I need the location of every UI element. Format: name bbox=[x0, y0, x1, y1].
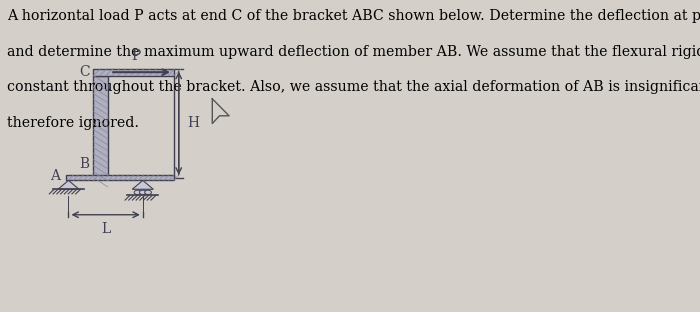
Bar bbox=[66, 175, 174, 180]
Polygon shape bbox=[132, 180, 153, 189]
Text: L: L bbox=[101, 222, 111, 236]
Bar bbox=[93, 69, 174, 76]
Polygon shape bbox=[58, 180, 79, 189]
Text: C: C bbox=[79, 65, 90, 79]
Text: A horizontal load P acts at end C of the bracket ABC shown below. Determine the : A horizontal load P acts at end C of the… bbox=[7, 9, 700, 23]
Text: and determine the maximum upward deflection of member AB. We assume that the fle: and determine the maximum upward deflect… bbox=[7, 45, 700, 59]
Text: P: P bbox=[132, 49, 141, 63]
Text: therefore ignored.: therefore ignored. bbox=[7, 116, 139, 130]
Text: constant throughout the bracket. Also, we assume that the axial deformation of A: constant throughout the bracket. Also, w… bbox=[7, 80, 700, 94]
Circle shape bbox=[139, 190, 146, 194]
Text: B: B bbox=[80, 157, 90, 171]
Circle shape bbox=[134, 190, 141, 194]
Text: H: H bbox=[188, 116, 200, 130]
Text: A: A bbox=[50, 169, 60, 183]
Circle shape bbox=[145, 190, 151, 194]
Bar bbox=[93, 76, 108, 178]
